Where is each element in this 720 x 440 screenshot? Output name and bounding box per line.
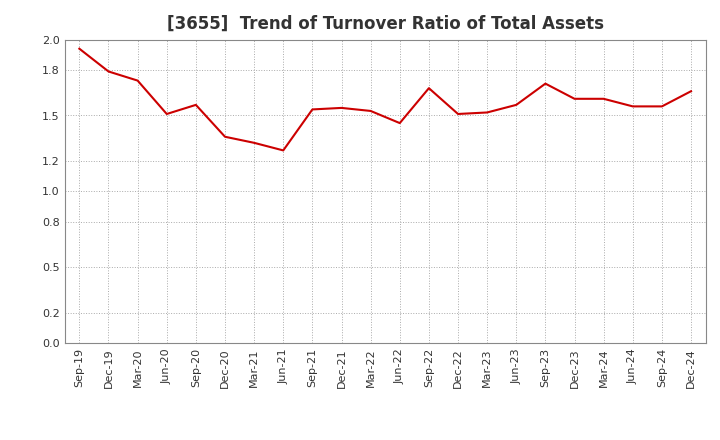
Title: [3655]  Trend of Turnover Ratio of Total Assets: [3655] Trend of Turnover Ratio of Total … [167, 15, 603, 33]
